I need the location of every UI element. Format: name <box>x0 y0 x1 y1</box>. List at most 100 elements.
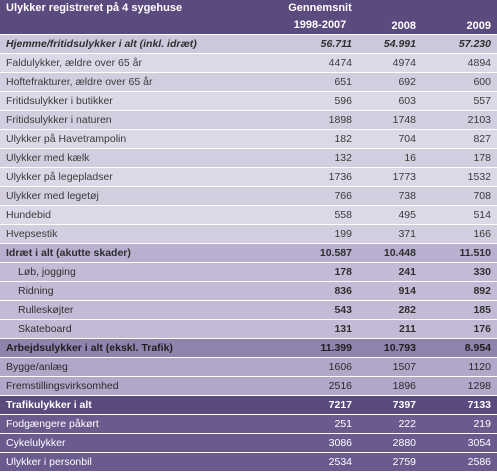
row-label: Hundebid <box>0 205 282 225</box>
table-row: Bygge/anlæg 1606 1507 1120 <box>0 357 497 377</box>
value-2009: 185 <box>422 300 497 320</box>
value-2009: 2103 <box>422 110 497 130</box>
row-label: Hjemme/fritidsulykker i alt (inkl. idræt… <box>0 34 282 54</box>
value-2008: 704 <box>358 129 422 149</box>
value-2009: 3054 <box>422 433 497 453</box>
section-work: Arbejdsulykker i alt (ekskl. Trafik) 11.… <box>0 338 497 396</box>
value-average: 836 <box>282 281 358 301</box>
value-2008: 2880 <box>358 433 422 453</box>
value-average: 56.711 <box>282 34 358 54</box>
section-total-row: Idræt i alt (akutte skader) 10.587 10.44… <box>0 243 497 263</box>
section-sports: Idræt i alt (akutte skader) 10.587 10.44… <box>0 243 497 339</box>
value-average: 1898 <box>282 110 358 130</box>
value-2008: 603 <box>358 91 422 111</box>
table-row: Faldulykker, ældre over 65 år 4474 4974 … <box>0 53 497 73</box>
value-2008: 16 <box>358 148 422 168</box>
value-2009: 514 <box>422 205 497 225</box>
value-2009: 2586 <box>422 452 497 472</box>
value-2009: 600 <box>422 72 497 92</box>
row-label: Trafikulykker i alt <box>0 395 282 415</box>
section-traffic: Trafikulykker i alt 7217 7397 7133 Fodgæ… <box>0 395 497 472</box>
value-2008: 738 <box>358 186 422 206</box>
col-header-2008: 2008 <box>358 0 422 35</box>
value-average: 543 <box>282 300 358 320</box>
table-row: Fritidsulykker i naturen 1898 1748 2103 <box>0 110 497 130</box>
row-label: Fodgængere påkørt <box>0 414 282 434</box>
row-label: Faldulykker, ældre over 65 år <box>0 53 282 73</box>
table-row: Fremstillingsvirksomhed 2516 1896 1298 <box>0 376 497 396</box>
value-2009: 178 <box>422 148 497 168</box>
row-label: Hvepsestik <box>0 224 282 244</box>
value-2009: 4894 <box>422 53 497 73</box>
value-2008: 10.448 <box>358 243 422 263</box>
value-average: 199 <box>282 224 358 244</box>
table-row: Fritidsulykker i butikker 596 603 557 <box>0 91 497 111</box>
value-average: 10.587 <box>282 243 358 263</box>
table-row: Cykelulykker 3086 2880 3054 <box>0 433 497 453</box>
section-total-row: Arbejdsulykker i alt (ekskl. Trafik) 11.… <box>0 338 497 358</box>
table-row: Hvepsestik 199 371 166 <box>0 224 497 244</box>
value-2008: 211 <box>358 319 422 339</box>
value-average: 4474 <box>282 53 358 73</box>
value-average: 2516 <box>282 376 358 396</box>
section-home-leisure: Hjemme/fritidsulykker i alt (inkl. idræt… <box>0 34 497 244</box>
value-average: 651 <box>282 72 358 92</box>
value-2008: 2759 <box>358 452 422 472</box>
table-row: Ulykker med legetøj 766 738 708 <box>0 186 497 206</box>
value-2008: 54.991 <box>358 34 422 54</box>
table-row: Løb, jogging 178 241 330 <box>0 262 497 282</box>
table-title: Ulykker registreret på 4 sygehuse <box>0 0 282 35</box>
col-header-average-line2: 1998-2007 <box>282 16 358 35</box>
row-label: Idræt i alt (akutte skader) <box>0 243 282 263</box>
table-row: Hoftefrakturer, ældre over 65 år 651 692… <box>0 72 497 92</box>
value-average: 766 <box>282 186 358 206</box>
row-label: Ulykker på Havetrampolin <box>0 129 282 149</box>
row-label: Ulykker med kælk <box>0 148 282 168</box>
value-2008: 1896 <box>358 376 422 396</box>
row-label: Skateboard <box>0 319 282 339</box>
value-2009: 1298 <box>422 376 497 396</box>
value-2008: 692 <box>358 72 422 92</box>
table-row: Ulykker med kælk 132 16 178 <box>0 148 497 168</box>
row-label: Ulykker i personbil <box>0 452 282 472</box>
row-label: Fremstillingsvirksomhed <box>0 376 282 396</box>
value-2008: 371 <box>358 224 422 244</box>
section-total-row: Hjemme/fritidsulykker i alt (inkl. idræt… <box>0 34 497 54</box>
row-label: Cykelulykker <box>0 433 282 453</box>
value-2008: 1748 <box>358 110 422 130</box>
row-label: Arbejdsulykker i alt (ekskl. Trafik) <box>0 338 282 358</box>
table-row: Ridning 836 914 892 <box>0 281 497 301</box>
table-row: Rulleskøjter 543 282 185 <box>0 300 497 320</box>
value-2009: 557 <box>422 91 497 111</box>
value-2009: 1120 <box>422 357 497 377</box>
row-label: Bygge/anlæg <box>0 357 282 377</box>
value-2009: 708 <box>422 186 497 206</box>
value-2009: 219 <box>422 414 497 434</box>
value-2009: 176 <box>422 319 497 339</box>
section-total-row: Trafikulykker i alt 7217 7397 7133 <box>0 395 497 415</box>
row-label: Rulleskøjter <box>0 300 282 320</box>
value-2009: 11.510 <box>422 243 497 263</box>
value-average: 182 <box>282 129 358 149</box>
value-2009: 166 <box>422 224 497 244</box>
value-2008: 10.793 <box>358 338 422 358</box>
value-average: 1736 <box>282 167 358 187</box>
value-average: 1606 <box>282 357 358 377</box>
table-row: Ulykker i personbil 2534 2759 2586 <box>0 452 497 472</box>
row-label: Fritidsulykker i naturen <box>0 110 282 130</box>
value-2009: 330 <box>422 262 497 282</box>
table-row: Ulykker på Havetrampolin 182 704 827 <box>0 129 497 149</box>
value-2008: 914 <box>358 281 422 301</box>
row-label: Ulykker med legetøj <box>0 186 282 206</box>
value-2008: 4974 <box>358 53 422 73</box>
value-2009: 57.230 <box>422 34 497 54</box>
value-2008: 241 <box>358 262 422 282</box>
value-2009: 1532 <box>422 167 497 187</box>
value-2008: 1773 <box>358 167 422 187</box>
value-2008: 1507 <box>358 357 422 377</box>
value-2008: 282 <box>358 300 422 320</box>
table-row: Skateboard 131 211 176 <box>0 319 497 339</box>
value-average: 7217 <box>282 395 358 415</box>
table-header: Ulykker registreret på 4 sygehuse Gennem… <box>0 0 497 35</box>
